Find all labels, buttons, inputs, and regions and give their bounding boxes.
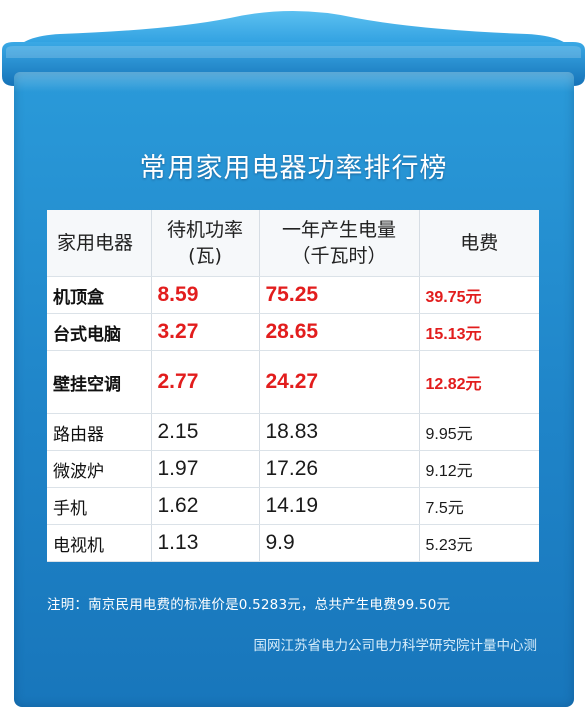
source-credit: 国网江苏省电力公司电力科学研究院计量中心测 <box>253 638 538 654</box>
table-row: 路由器 2.15 18.83 9.95元 <box>47 413 539 451</box>
page-title: 常用家用电器功率排行榜 <box>139 153 448 184</box>
header-fee: 电费 <box>419 210 539 277</box>
header-appliance: 家用电器 <box>47 210 152 277</box>
table-row: 手机 1.62 14.19 7.5元 <box>47 487 539 525</box>
table-row: 台式电脑 3.27 28.65 15.13元 <box>47 313 539 351</box>
row-appliance-name: 路由器 <box>47 413 152 451</box>
row-annual-energy: 14.19 <box>259 487 420 525</box>
header-appliance-label: 家用电器 <box>57 232 134 254</box>
row-standby-power: 1.62 <box>151 487 260 525</box>
row-fee: 5.23元 <box>419 524 539 562</box>
footnote: 注明：南京民用电费的标准价是0.5283元，总共产生电费99.50元 <box>47 597 451 613</box>
row-annual-energy: 18.83 <box>259 413 420 451</box>
row-annual-energy: 75.25 <box>259 276 420 314</box>
row-fee: 9.95元 <box>419 413 539 451</box>
table-header-row: 家用电器 待机功率 (瓦) 一年产生电量 （千瓦时） 电费 <box>47 210 539 277</box>
power-table: 家用电器 待机功率 (瓦) 一年产生电量 （千瓦时） 电费 机顶盒 8.59 75.… <box>47 210 539 562</box>
row-fee: 15.13元 <box>419 313 539 351</box>
row-annual-energy: 17.26 <box>259 450 420 488</box>
row-standby-power: 1.97 <box>151 450 260 488</box>
header-annual-energy-line1: 一年产生电量 <box>281 219 396 241</box>
row-standby-power: 2.77 <box>151 350 260 414</box>
header-fee-label: 电费 <box>460 232 499 254</box>
row-appliance-name: 电视机 <box>47 524 152 562</box>
row-annual-energy: 9.9 <box>259 524 420 562</box>
header-annual-energy: 一年产生电量 （千瓦时） <box>259 210 420 277</box>
table-row: 电视机 1.13 9.9 5.23元 <box>47 524 539 562</box>
row-appliance-name: 机顶盒 <box>47 276 152 314</box>
row-appliance-name: 微波炉 <box>47 450 152 488</box>
row-appliance-name: 壁挂空调 <box>47 350 152 414</box>
row-fee: 39.75元 <box>419 276 539 314</box>
row-standby-power: 3.27 <box>151 313 260 351</box>
table-row: 微波炉 1.97 17.26 9.12元 <box>47 450 539 488</box>
header-annual-energy-line2: （千瓦时） <box>291 245 387 267</box>
row-fee: 12.82元 <box>419 350 539 414</box>
row-appliance-name: 台式电脑 <box>47 313 152 351</box>
table-row: 壁挂空调 2.77 24.27 12.82元 <box>47 350 539 414</box>
header-standby-power-line2: (瓦) <box>188 245 222 267</box>
header-standby-power: 待机功率 (瓦) <box>151 210 260 277</box>
table-row: 机顶盒 8.59 75.25 39.75元 <box>47 276 539 314</box>
row-annual-energy: 28.65 <box>259 313 420 351</box>
row-appliance-name: 手机 <box>47 487 152 525</box>
row-annual-energy: 24.27 <box>259 350 420 414</box>
row-fee: 7.5元 <box>419 487 539 525</box>
row-standby-power: 1.13 <box>151 524 260 562</box>
row-standby-power: 2.15 <box>151 413 260 451</box>
header-standby-power-line1: 待机功率 <box>166 219 243 241</box>
card-shine <box>14 72 574 92</box>
row-fee: 9.12元 <box>419 450 539 488</box>
row-standby-power: 8.59 <box>151 276 260 314</box>
